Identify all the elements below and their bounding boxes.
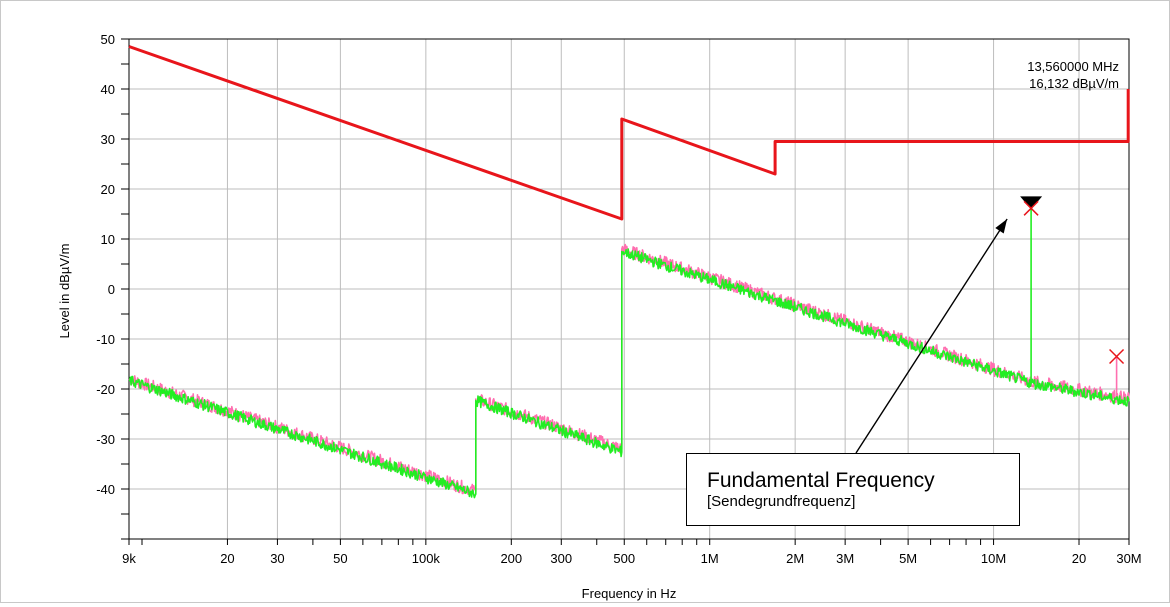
x-tick-label: 20 — [220, 551, 234, 566]
x-tick-label: 100k — [412, 551, 441, 566]
x-tick-label: 300 — [550, 551, 572, 566]
x-tick-label: 10M — [981, 551, 1006, 566]
y-tick-label: -20 — [96, 382, 115, 397]
series-line — [128, 45, 1130, 221]
annotation-title: Fundamental Frequency — [707, 469, 935, 492]
marker-triangle — [1020, 196, 1043, 210]
arrow-head — [995, 219, 1008, 234]
tick-marks: 50 40 30 20 10 0 -10 -20 -30 -40 9k 20 30 50 100k 200 30… — [96, 32, 1141, 566]
y-tick-label: 0 — [108, 282, 115, 297]
series-group — [128, 45, 1130, 499]
y-tick-label: -30 — [96, 432, 115, 447]
x-tick-label: 5M — [899, 551, 917, 566]
y-tick-label: 10 — [101, 232, 115, 247]
x-tick-label: 3M — [836, 551, 854, 566]
marker-level-readout: 16,132 dBµV/m — [1029, 76, 1119, 91]
annotation-arrow — [855, 218, 1008, 454]
x-tick-label: 9k — [122, 551, 136, 566]
annotation-subtitle: [Sendegrundfrequenz] — [707, 493, 856, 510]
x-tick-label: 20 — [1072, 551, 1086, 566]
x-tick-label: 200 — [500, 551, 522, 566]
marker-x — [1023, 200, 1039, 216]
marker-x — [1109, 348, 1125, 365]
x-axis-label: Frequency in Hz — [582, 586, 677, 601]
markers-group — [1020, 196, 1125, 365]
y-tick-label: 20 — [101, 182, 115, 197]
y-tick-label: 30 — [101, 132, 115, 147]
y-tick-label: -10 — [96, 332, 115, 347]
x-tick-label: 500 — [613, 551, 635, 566]
x-tick-label: 50 — [333, 551, 347, 566]
marker-frequency-readout: 13,560000 MHz — [1027, 59, 1119, 74]
x-tick-label: 30M — [1116, 551, 1141, 566]
x-tick-label: 1M — [701, 551, 719, 566]
y-tick-label: -40 — [96, 482, 115, 497]
y-axis-label: Level in dBµV/m — [57, 244, 72, 339]
series-line — [128, 208, 1130, 499]
arrow-shaft — [855, 218, 1008, 454]
y-tick-label: 40 — [101, 82, 115, 97]
x-tick-label: 2M — [786, 551, 804, 566]
x-tick-label: 30 — [270, 551, 284, 566]
annotation-box: Fundamental Frequency [Sendegrundfrequen… — [686, 453, 1020, 526]
y-tick-label: 50 — [101, 32, 115, 47]
